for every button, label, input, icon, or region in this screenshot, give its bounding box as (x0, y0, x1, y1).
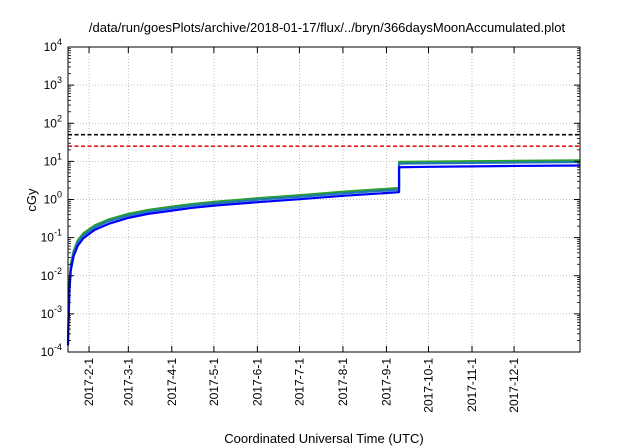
x-tick-label: 2017-11-1 (465, 358, 479, 412)
x-tick-label: 2017-5-1 (207, 358, 221, 406)
y-axis-title: cGy (24, 188, 39, 212)
y-tick-label: 103 (44, 75, 62, 92)
chart-title: /data/run/goesPlots/archive/2018-01-17/f… (89, 20, 566, 35)
series-line (66, 164, 581, 346)
x-tick-label: 2017-8-1 (336, 358, 350, 406)
x-tick-label: 2017-7-1 (292, 358, 306, 406)
y-axis-ticks: 10-4 10-3 10-2 10-1 100 101 102 103 104 (41, 37, 580, 359)
y-tick-label: 100 (44, 190, 62, 207)
x-tick-label: 2017-3-1 (121, 358, 135, 406)
series-line (66, 160, 581, 341)
y-tick-label: 10-1 (41, 228, 62, 245)
x-tick-label: 2017-12-1 (507, 358, 521, 413)
y-tick-label: 10-4 (41, 342, 62, 359)
reference-lines (68, 133, 580, 148)
y-tick-label: 102 (44, 113, 62, 130)
y-tick-label: 104 (44, 37, 62, 54)
x-tick-label: 2017-2-1 (82, 358, 96, 406)
y-tick-label: 101 (44, 151, 62, 168)
x-tick-label: 2017-6-1 (250, 358, 264, 406)
x-axis-ticks: 2017-2-1 2017-3-1 2017-4-1 2017-5-1 2017-6-1… (82, 47, 521, 413)
x-axis-title: Coordinated Universal Time (UTC) (224, 431, 423, 446)
x-tick-label: 2017-10-1 (422, 358, 436, 413)
y-tick-label: 10-3 (41, 304, 62, 321)
x-tick-label: 2017-9-1 (379, 358, 393, 406)
x-tick-label: 2017-4-1 (165, 358, 179, 406)
y-tick-label: 10-2 (41, 266, 62, 283)
series-lines (66, 159, 581, 346)
